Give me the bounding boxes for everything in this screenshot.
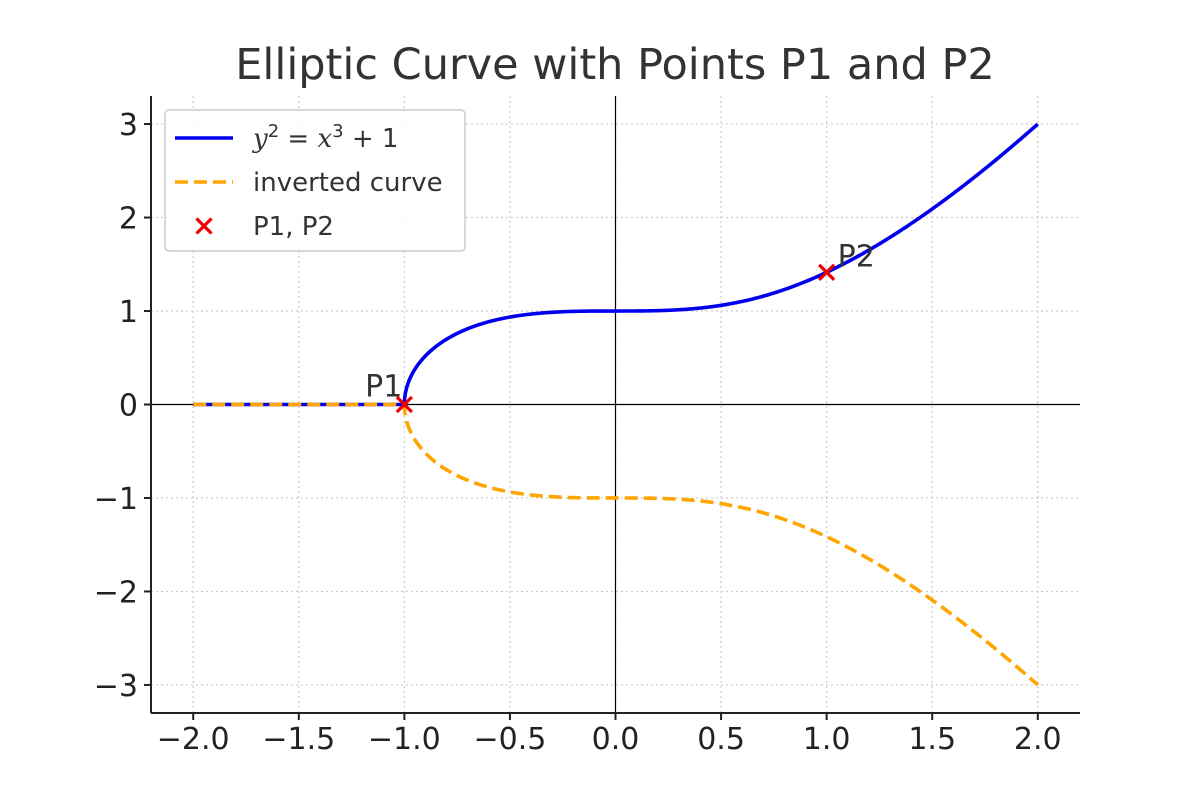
point-marker-p2 bbox=[818, 263, 836, 281]
point-label-p2: P2 bbox=[838, 239, 875, 274]
chart-title: Elliptic Curve with Points P1 and P2 bbox=[235, 40, 995, 90]
x-tick-label: −0.5 bbox=[474, 722, 547, 757]
point-marker-stroke bbox=[818, 263, 836, 281]
legend-label-inverted-curve: inverted curve bbox=[253, 168, 443, 198]
y-tick-label: 3 bbox=[119, 108, 138, 143]
y-tick-label: −1 bbox=[94, 482, 138, 517]
x-tick-label: 0.0 bbox=[592, 722, 640, 757]
y-axis-ticks: −3 −2 −1 0 1 2 3 bbox=[94, 108, 151, 704]
legend-label-points: P1, P2 bbox=[253, 212, 334, 242]
y-tick-label: 1 bbox=[119, 295, 138, 330]
y-tick-label: 0 bbox=[119, 389, 138, 424]
y-tick-label: −3 bbox=[94, 669, 138, 704]
x-tick-label: −2.0 bbox=[157, 722, 230, 757]
legend: y2 = x3 + 1 inverted curve P1, P2 bbox=[164, 109, 466, 252]
point-marker-p1 bbox=[395, 395, 413, 414]
legend-box bbox=[164, 109, 466, 252]
y-tick-label: −2 bbox=[94, 575, 138, 610]
series-line-curve bbox=[193, 122, 1039, 407]
x-tick-label: 0.5 bbox=[697, 722, 745, 757]
series-line-inverted-curve bbox=[193, 402, 1039, 687]
x-tick-label: 1.5 bbox=[908, 722, 956, 757]
point-label-p1: P1 bbox=[365, 370, 402, 405]
plot-series bbox=[193, 122, 1039, 687]
legend-label-curve: y2 = x3 + 1 bbox=[252, 121, 398, 155]
point-marker-stroke bbox=[395, 395, 413, 414]
legend-swatch-points bbox=[195, 217, 213, 235]
x-tick-label: −1.5 bbox=[262, 722, 335, 757]
x-tick-label: 2.0 bbox=[1014, 722, 1062, 757]
x-tick-label: −1.0 bbox=[368, 722, 441, 757]
y-tick-label: 2 bbox=[119, 202, 138, 237]
marked-points: P1 P2 bbox=[365, 239, 875, 414]
x-axis-ticks: −2.0 −1.5 −1.0 −0.5 0.0 0.5 1.0 1.5 2.0 bbox=[157, 713, 1062, 757]
x-tick-label: 1.0 bbox=[803, 722, 851, 757]
